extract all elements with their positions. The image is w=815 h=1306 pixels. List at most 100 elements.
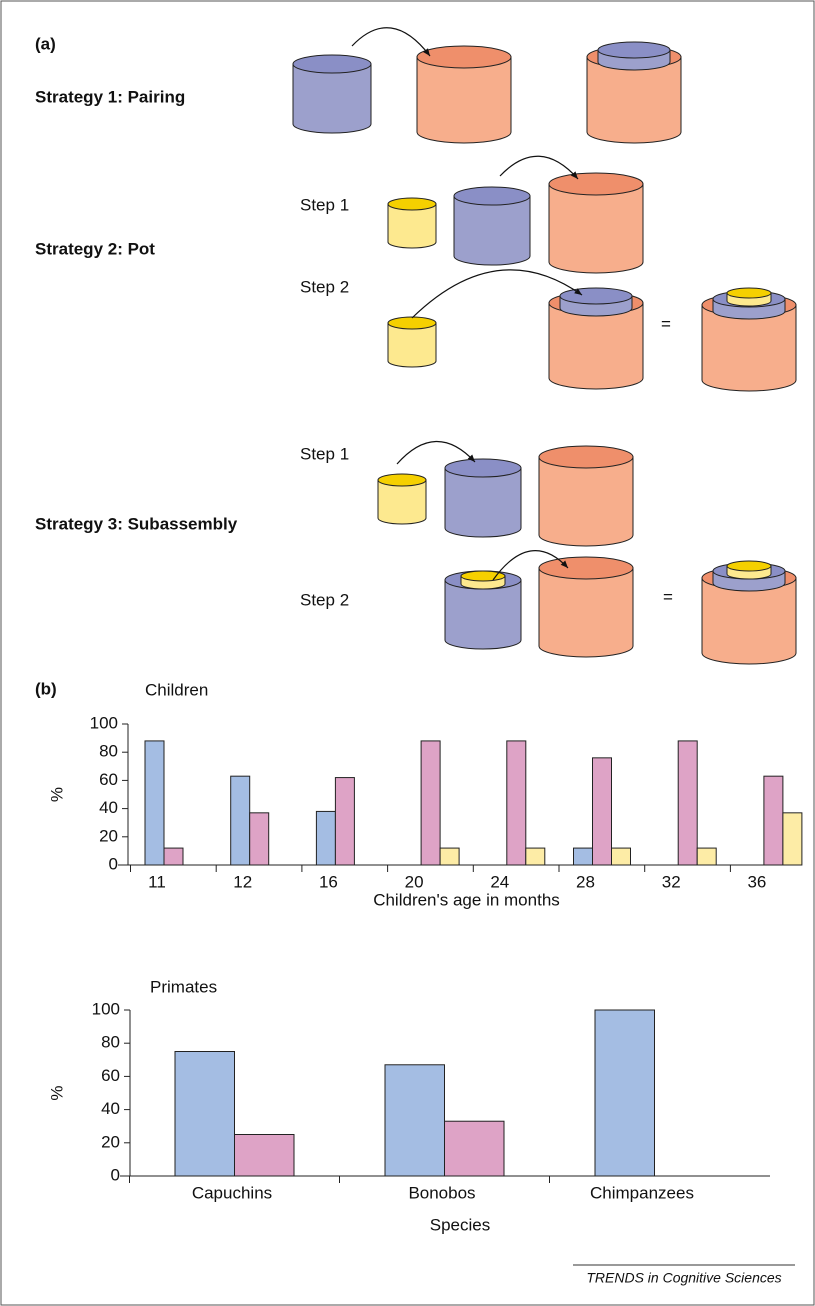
bar	[677, 740, 698, 866]
cylinder-top	[538, 445, 634, 469]
panel-label: (a)	[35, 34, 56, 53]
strategy-label: Strategy 2: Pot	[35, 239, 155, 258]
bar	[384, 1064, 445, 1177]
arrow	[492, 550, 569, 581]
cylinder-top	[559, 287, 633, 305]
y-axis-label: %	[47, 1085, 66, 1100]
strategy-label: Strategy 1: Pairing	[35, 87, 185, 106]
bar	[439, 847, 460, 866]
bar	[234, 1134, 295, 1177]
panel-label: (b)	[35, 679, 57, 698]
arrow	[351, 27, 431, 57]
equals: =	[663, 587, 673, 606]
cylinder-body	[292, 63, 372, 134]
bar	[249, 812, 270, 866]
cylinder-top	[726, 287, 772, 299]
bar	[573, 847, 593, 866]
x-tick-label: 20	[405, 872, 424, 891]
cylinder-body	[538, 456, 634, 547]
cylinder-top	[538, 556, 634, 580]
bar	[525, 847, 546, 866]
y-tick-label: 20	[99, 826, 118, 845]
cylinder-top	[292, 54, 372, 74]
arrow-head	[423, 48, 430, 56]
cylinder-top	[444, 458, 522, 478]
diagram-shapes	[292, 27, 797, 665]
cylinder-body	[453, 195, 531, 266]
strategy-label: Strategy 3: Subassembly	[35, 514, 238, 533]
arrow-head	[574, 288, 582, 295]
cylinder-top	[597, 41, 671, 59]
y-tick-label: 40	[99, 798, 118, 817]
cylinder-body	[377, 479, 427, 525]
step-label: Step 1	[300, 444, 349, 463]
cylinder-body	[416, 56, 512, 144]
equals: =	[661, 314, 671, 333]
bar	[782, 812, 803, 866]
arrow	[499, 155, 579, 180]
x-tick-label: 36	[747, 872, 766, 891]
x-tick-label: 24	[490, 872, 509, 891]
bar	[763, 775, 784, 866]
cylinder-top	[453, 186, 531, 206]
y-tick-label: 0	[111, 1165, 120, 1184]
step-label: Step 2	[300, 590, 349, 609]
bar	[506, 740, 527, 866]
y-axis-label: %	[47, 787, 66, 802]
y-tick-label: 100	[90, 713, 118, 732]
bar	[230, 775, 251, 866]
y-tick-label: 80	[99, 742, 118, 761]
credit: TRENDS in Cognitive Sciences	[586, 1270, 781, 1286]
bar	[174, 1051, 235, 1177]
cylinder-body	[548, 183, 644, 274]
y-tick-label: 100	[92, 999, 120, 1018]
bar	[144, 740, 165, 866]
bar	[444, 1120, 505, 1177]
cylinder-body	[586, 56, 682, 144]
cylinder-body	[548, 302, 644, 390]
step-label: Step 2	[300, 277, 349, 296]
cylinder-top	[387, 316, 437, 330]
cylinder-body	[444, 579, 522, 650]
arrow-head	[570, 171, 578, 179]
arrow-head	[467, 454, 475, 462]
x-tick-label: 12	[233, 872, 252, 891]
cylinder-body	[444, 467, 522, 538]
cylinder-top	[377, 473, 427, 487]
step-label: Step 1	[300, 195, 349, 214]
y-tick-label: 0	[109, 854, 118, 873]
y-tick-label: 80	[101, 1033, 120, 1052]
x-tick-label: 32	[662, 872, 681, 891]
x-tick-label: 11	[148, 872, 166, 891]
x-axis-label: Children's age in months	[373, 890, 560, 909]
bar	[334, 777, 355, 866]
x-tick-label: Chimpanzees	[590, 1183, 694, 1202]
bar	[315, 810, 336, 866]
bar	[163, 847, 184, 866]
cylinder-top	[726, 560, 772, 572]
cylinder-body	[387, 203, 437, 249]
cylinder-body	[387, 322, 437, 368]
bar	[696, 847, 717, 866]
arrow-head	[560, 560, 568, 568]
cylinder-body	[701, 577, 797, 665]
arrow	[396, 440, 476, 465]
cylinder-body	[538, 567, 634, 658]
y-tick-label: 40	[101, 1099, 120, 1118]
cylinder-top	[548, 172, 644, 196]
y-tick-label: 60	[99, 770, 118, 789]
cylinder-top	[387, 197, 437, 211]
chart-title: Primates	[150, 977, 217, 996]
x-tick-label: Bonobos	[408, 1183, 475, 1202]
bar	[594, 1009, 655, 1177]
x-tick-label: 28	[576, 872, 595, 891]
bar	[420, 740, 441, 866]
cylinder-top	[416, 45, 512, 69]
arrow	[411, 269, 583, 319]
bar	[592, 757, 612, 866]
x-tick-label: 16	[319, 872, 338, 891]
chart-title: Children	[145, 680, 208, 699]
bar	[611, 847, 631, 866]
